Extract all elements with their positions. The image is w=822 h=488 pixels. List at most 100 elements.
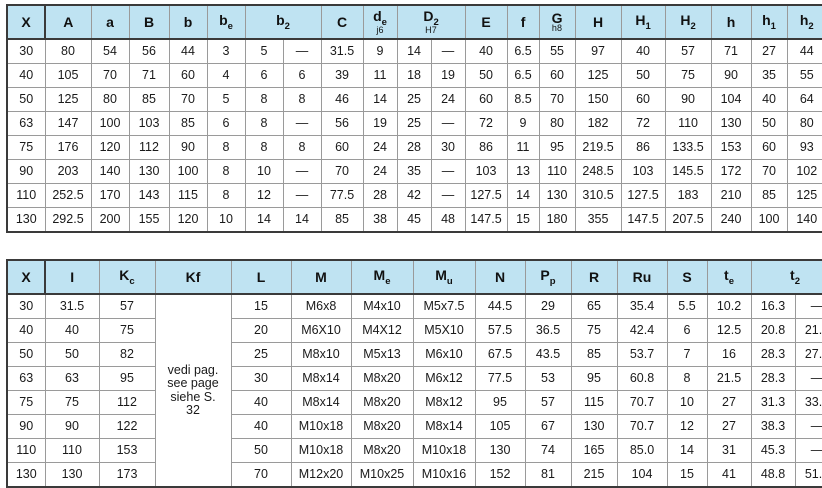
table-cell: 57: [98, 293, 156, 319]
table-cell: 210: [710, 183, 752, 208]
table-cell: 140: [786, 207, 822, 233]
table-cell: 122: [98, 414, 156, 439]
table-cell: 57: [524, 390, 572, 415]
col-header-d2: D2 H7: [396, 4, 466, 40]
table-cell: 50: [464, 63, 508, 88]
table-cell: 86: [464, 135, 508, 160]
table-cell: 6: [244, 63, 284, 88]
table-cell: 80: [90, 87, 130, 112]
table-cell: 103: [464, 159, 508, 184]
table-cell: 165: [570, 438, 618, 463]
row-size-label: 130: [6, 207, 46, 233]
subscript: 1: [770, 20, 776, 32]
table-cell: 11: [362, 63, 398, 88]
table-cell: 183: [664, 183, 712, 208]
table-cell: 19: [430, 63, 466, 88]
table-cell: 60: [168, 63, 208, 88]
subscript: 2: [284, 20, 290, 32]
table-cell: 70: [230, 462, 292, 488]
table-cell: 130: [570, 414, 618, 439]
table-cell: 40: [464, 38, 508, 64]
col-header-h2: h2: [786, 4, 822, 40]
table-cell: 24: [362, 135, 398, 160]
table-cell: 42: [396, 183, 432, 208]
table-cell: 33.3: [794, 390, 822, 415]
row-size-label: 75: [6, 135, 46, 160]
table-cell: —: [430, 183, 466, 208]
table-cell: 6: [282, 63, 322, 88]
table-cell: 60.8: [616, 366, 668, 391]
table-cell: —: [282, 159, 322, 184]
table-cell: 127.5: [620, 183, 666, 208]
table-cell: 64: [786, 87, 822, 112]
table-cell: 54: [90, 38, 130, 64]
table-cell: M8x14: [412, 414, 476, 439]
table-cell: 28.3: [750, 342, 796, 367]
col-header-h1: h1: [750, 4, 788, 40]
col-header-n: N: [474, 259, 526, 295]
table-cell: M8x20: [350, 366, 414, 391]
subscript: 2: [808, 20, 814, 32]
table-cell: 70: [750, 159, 788, 184]
table-cell: 48: [430, 207, 466, 233]
table-cell: 93: [786, 135, 822, 160]
table-cell: 20.8: [750, 318, 796, 343]
table-cell: 50: [750, 111, 788, 136]
table-cell: 105: [474, 414, 526, 439]
table-cell: 120: [168, 207, 208, 233]
table-cell: 48.8: [750, 462, 796, 488]
col-header-f: f: [506, 4, 540, 40]
table-cell: 147: [44, 111, 92, 136]
table-cell: 14: [282, 207, 322, 233]
table-cell: 90: [168, 135, 208, 160]
table-cell: —: [794, 366, 822, 391]
table-cell: 248.5: [574, 159, 622, 184]
col-header-b: B: [128, 4, 170, 40]
table-cell: 3: [206, 38, 246, 64]
table-cell: 6.5: [506, 63, 540, 88]
table-cell: 6: [206, 111, 246, 136]
table-cell: 5: [244, 38, 284, 64]
table-cell: 86: [620, 135, 666, 160]
table-cell: 28: [362, 183, 398, 208]
table-cell: 27: [750, 38, 788, 64]
table-cell: 67: [524, 414, 572, 439]
subscript: 2: [794, 275, 800, 287]
row-size-label: 40: [6, 63, 46, 88]
table-cell: 53: [524, 366, 572, 391]
table-cell: 127.5: [464, 183, 508, 208]
table-cell: 72: [620, 111, 666, 136]
col-header-ru: Ru: [616, 259, 668, 295]
col-header-kf: Kf: [154, 259, 232, 295]
table-cell: 70: [320, 159, 364, 184]
table-cell: 215: [570, 462, 618, 488]
table-cell: 95: [98, 366, 156, 391]
table-cell: 12.5: [706, 318, 752, 343]
table-cell: 60: [750, 135, 788, 160]
table-cell: M6x10: [412, 342, 476, 367]
tolerance-label: h8: [551, 23, 563, 33]
table-cell: 103: [620, 159, 666, 184]
table-cell: 35.4: [616, 293, 668, 319]
table-cell: 182: [574, 111, 622, 136]
table-cell: M4X12: [350, 318, 414, 343]
table-row: 63 63 95 30 M8x14 M8x20 M6x12 77.5 53 95 60.8 8 21.5…: [6, 366, 822, 391]
subscript: 2: [433, 16, 439, 28]
table-cell: 60: [620, 87, 666, 112]
subscript: e: [381, 16, 387, 28]
table-cell: 115: [168, 183, 208, 208]
table-cell: 13: [506, 159, 540, 184]
table-cell: 310.5: [574, 183, 622, 208]
table-cell: M5x13: [350, 342, 414, 367]
table-cell: 219.5: [574, 135, 622, 160]
col-header-x: X: [6, 259, 46, 295]
row-size-label: 63: [6, 366, 46, 391]
table-cell: 240: [710, 207, 752, 233]
table-cell: M5X10: [412, 318, 476, 343]
col-header-l: L: [230, 259, 292, 295]
table-cell: 70: [538, 87, 576, 112]
table-cell: 51.8: [794, 462, 822, 488]
col-header-pp: Pp: [524, 259, 572, 295]
table-cell: 50: [230, 438, 292, 463]
table-cell: 15: [230, 293, 292, 319]
